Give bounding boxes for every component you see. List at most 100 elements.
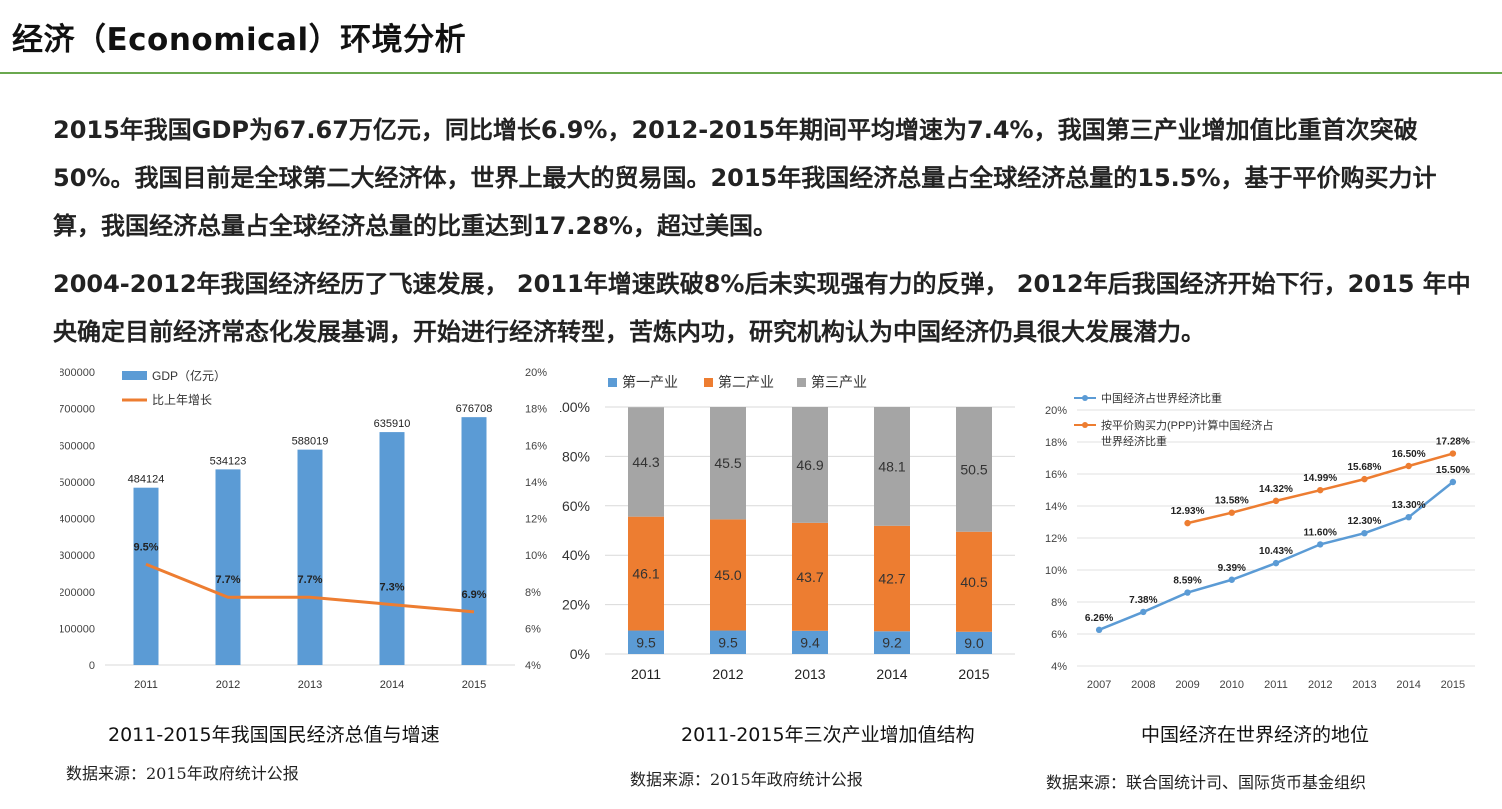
y-tick-label: 16%	[1045, 469, 1067, 481]
y-tick-label: 300000	[60, 550, 95, 562]
series-point	[1272, 497, 1280, 505]
series-point	[1272, 559, 1280, 567]
series-point	[1317, 541, 1324, 548]
legend-label: 第三产业	[811, 374, 867, 390]
legend-label-ppp: 按平价购买力(PPP)计算中国经济占	[1101, 418, 1273, 432]
y2-tick-label: 20%	[525, 367, 547, 379]
stack-data-label: 50.5	[960, 461, 987, 477]
legend-swatch-gdp	[122, 371, 147, 380]
x-tick-label: 2013	[298, 679, 322, 691]
series-point	[1228, 509, 1235, 516]
stack-data-label: 48.1	[878, 458, 905, 474]
series-point	[1405, 514, 1412, 521]
y-tick-label: 80%	[562, 448, 590, 464]
y2-tick-label: 4%	[525, 660, 541, 672]
series-point	[1405, 462, 1412, 470]
y-tick-label: 400000	[60, 514, 95, 526]
legend-marker-ppp	[1082, 422, 1088, 428]
summary-paragraph-2: 2004-2012年我国经济经历了飞速发展， 2011年增速跌破8%后未实现强有…	[53, 270, 1471, 346]
stack-segment	[792, 630, 828, 654]
series-point	[1317, 486, 1324, 494]
y2-tick-label: 18%	[525, 404, 547, 416]
gdp-data-label: 484124	[128, 474, 165, 486]
growth-data-label: 9.5%	[133, 541, 158, 553]
series-data-label: 13.58%	[1215, 496, 1249, 507]
y2-tick-label: 8%	[525, 587, 541, 599]
y-tick-label: 100000	[60, 623, 95, 635]
x-tick-label: 2012	[712, 666, 743, 682]
legend-marker-share	[1082, 395, 1088, 401]
chart1-caption: 2011-2015年我国国民经济总值与增速	[108, 724, 440, 746]
y-tick-label: 500000	[60, 477, 95, 489]
gdp-data-label: 534123	[210, 455, 247, 467]
x-tick-label: 2011	[631, 666, 661, 682]
stack-segment	[710, 519, 746, 631]
y2-tick-label: 10%	[525, 550, 547, 562]
stack-segment	[628, 407, 664, 517]
growth-data-label: 6.9%	[461, 589, 486, 601]
growth-data-label: 7.7%	[297, 574, 322, 586]
stack-segment	[792, 522, 828, 631]
series-data-label: 6.26%	[1085, 613, 1113, 624]
y-tick-label: 0	[89, 660, 95, 672]
stack-data-label: 9.4	[800, 634, 820, 650]
stack-segment	[874, 407, 910, 526]
stack-data-label: 9.0	[964, 635, 984, 651]
gdp-bar	[297, 449, 323, 665]
series-data-label: 14.32%	[1259, 484, 1293, 495]
legend-label-ppp-2: 世界经济比重	[1101, 434, 1167, 448]
y-tick-label: 20%	[1045, 405, 1067, 417]
y-tick-label: 4%	[1051, 661, 1067, 673]
stack-data-label: 9.5	[718, 634, 738, 650]
chart2-caption: 2011-2015年三次产业增加值结构	[681, 724, 975, 746]
stack-data-label: 45.0	[714, 567, 741, 583]
y-tick-label: 18%	[1045, 437, 1067, 449]
x-tick-label: 2012	[216, 679, 240, 691]
x-tick-label: 2015	[958, 666, 989, 682]
series-point	[1449, 478, 1457, 486]
legend-label-gdp: GDP（亿元）	[152, 368, 226, 383]
stack-segment	[956, 531, 992, 632]
series-point	[1361, 475, 1368, 483]
y-tick-label: 100%	[560, 399, 590, 415]
series-data-label: 15.68%	[1347, 462, 1381, 473]
x-tick-label: 2011	[134, 679, 158, 691]
x-tick-label: 2010	[1220, 679, 1244, 691]
y2-tick-label: 16%	[525, 440, 547, 452]
x-tick-label: 2008	[1131, 679, 1155, 691]
x-tick-label: 2007	[1087, 679, 1111, 691]
stack-data-label: 45.5	[714, 455, 741, 471]
gdp-data-label: 588019	[292, 436, 329, 448]
legend-label-growth: 比上年增长	[152, 393, 212, 407]
stack-data-label: 44.3	[632, 454, 659, 470]
legend-label: 第一产业	[622, 374, 678, 390]
y-tick-label: 12%	[1045, 533, 1067, 545]
y2-tick-label: 6%	[525, 623, 541, 635]
series-data-label: 12.93%	[1171, 506, 1205, 517]
gdp-data-label: 635910	[374, 418, 411, 430]
x-tick-label: 2014	[380, 679, 404, 691]
y-tick-label: 20%	[562, 597, 590, 613]
stack-data-label: 9.5	[636, 634, 656, 650]
series-data-label: 16.50%	[1392, 449, 1426, 460]
gdp-bar	[215, 469, 241, 665]
x-tick-label: 2015	[462, 679, 486, 691]
y2-tick-label: 14%	[525, 477, 547, 489]
stack-data-label: 46.9	[796, 457, 823, 473]
gdp-growth-chart: 0 100000 200000 300000 400000 500000 600000 700…	[60, 367, 547, 691]
legend-swatch	[608, 378, 617, 387]
x-tick-label: 2011	[1264, 679, 1288, 691]
stack-data-label: 42.7	[878, 571, 905, 587]
summary-paragraph-1: 2015年我国GDP为67.67万亿元，同比增长6.9%，2012-2015年期…	[53, 116, 1437, 240]
stack-data-label: 40.5	[960, 574, 987, 590]
x-tick-label: 2015	[1441, 679, 1465, 691]
legend-label: 第二产业	[718, 374, 774, 390]
series-data-label: 8.59%	[1173, 576, 1201, 587]
stack-segment	[628, 630, 664, 654]
y-tick-label: 14%	[1045, 501, 1067, 513]
y-tick-label: 10%	[1045, 565, 1067, 577]
growth-line	[145, 562, 475, 614]
series-data-label: 17.28%	[1436, 437, 1470, 448]
stack-segment	[874, 525, 910, 632]
y-tick-label: 0%	[570, 646, 590, 662]
